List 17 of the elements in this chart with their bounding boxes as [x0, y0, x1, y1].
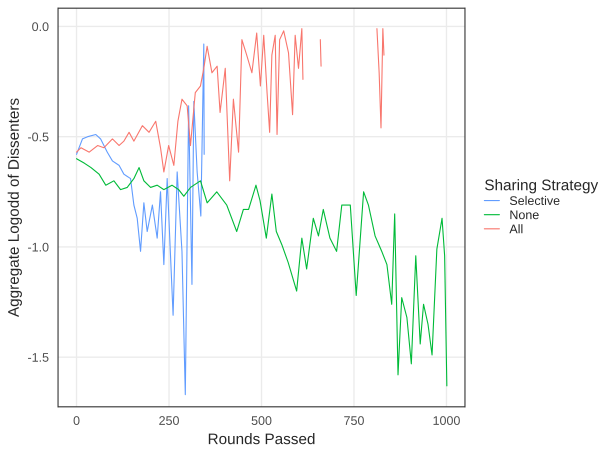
legend-title: Sharing Strategy	[485, 179, 598, 194]
x-tick-label: 1000	[434, 416, 460, 425]
x-tick-label: 250	[159, 416, 179, 425]
legend-label: None	[510, 210, 539, 220]
x-tick-label: 500	[252, 416, 272, 425]
legend-label: All	[509, 224, 522, 234]
x-tick-label: 0	[74, 416, 80, 425]
line-series	[76, 158, 448, 386]
y-tick-label: -1.0	[28, 242, 49, 252]
y-tick-label: -1.5	[28, 353, 48, 362]
x-axis-title: Rounds Passed	[208, 433, 314, 444]
x-tick-label: 750	[344, 416, 364, 425]
y-axis-title: Aggregate Logodd of Dissenters	[8, 98, 22, 317]
line-series	[76, 44, 205, 396]
y-tick-label: 0.0	[32, 22, 49, 32]
y-tick-label: -0.5	[28, 132, 48, 142]
legend-label: Selective	[510, 196, 560, 206]
